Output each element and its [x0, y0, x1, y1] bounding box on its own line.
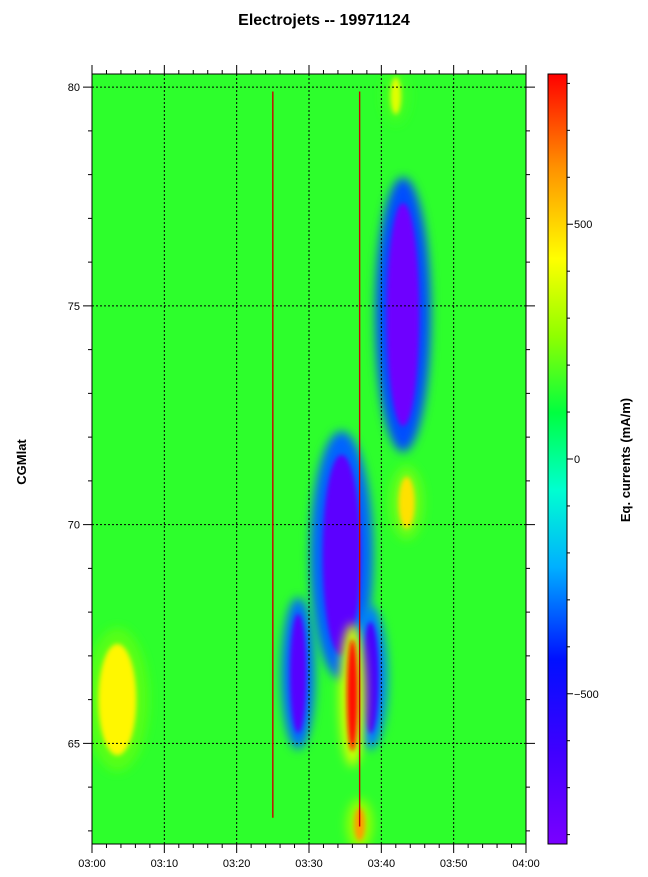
electrojet-core [322, 454, 361, 656]
x-tick-label: 03:50 [440, 858, 468, 870]
electrojet-core [362, 621, 379, 734]
markers-layer [272, 91, 361, 827]
electrojet-core [290, 613, 307, 733]
eastward-electrojet-9 [382, 74, 410, 124]
y-tick-label: 70 [68, 520, 80, 532]
x-tick-label: 03:30 [295, 858, 323, 870]
x-axis: 03:00 03:10 03:20 03:30 03:40 03:50 04:00 [78, 65, 540, 870]
y-axis: 65 70 75 80 [68, 82, 535, 832]
colorbar-tick-label: 0 [574, 454, 580, 466]
eastward-electrojet-8 [92, 628, 149, 772]
electrojet-core [98, 643, 137, 756]
electrojet-core [386, 203, 420, 427]
y-axis-label: CGMlat [14, 439, 29, 485]
colorbar-scale [547, 73, 568, 845]
plot-area [92, 74, 526, 844]
electrojet-core [398, 476, 415, 529]
colorbar-ticks: 500 0 −500 [567, 82, 599, 836]
electrojet-core [346, 639, 358, 752]
x-tick-label: 03:00 [78, 858, 106, 870]
colorbar-tick-label: −500 [574, 689, 599, 701]
electrojet-core [390, 77, 402, 115]
x-tick-label: 03:40 [368, 858, 396, 870]
grid-layer [92, 74, 526, 844]
westward-electrojet-2 [310, 431, 373, 680]
y-tick-label: 80 [68, 82, 80, 94]
y-tick-label: 75 [68, 301, 80, 313]
chart-title: Electrojets -- 19971124 [238, 12, 410, 29]
colorbar-label: Eq. currents (mA/m) [618, 398, 633, 522]
x-tick-label: 03:10 [151, 858, 179, 870]
y-tick-label: 65 [68, 738, 80, 750]
eastward-electrojet-5 [339, 623, 366, 767]
eastward-electrojet-6 [389, 466, 424, 540]
x-tick-label: 04:00 [512, 858, 540, 870]
colorbar-tick-label: 500 [574, 219, 592, 231]
x-tick-label: 03:20 [223, 858, 251, 870]
features-layer [92, 74, 431, 844]
westward-electrojet-3 [281, 597, 315, 750]
colorbar: 500 0 −500 [547, 73, 599, 845]
westward-electrojet-1 [375, 177, 431, 452]
